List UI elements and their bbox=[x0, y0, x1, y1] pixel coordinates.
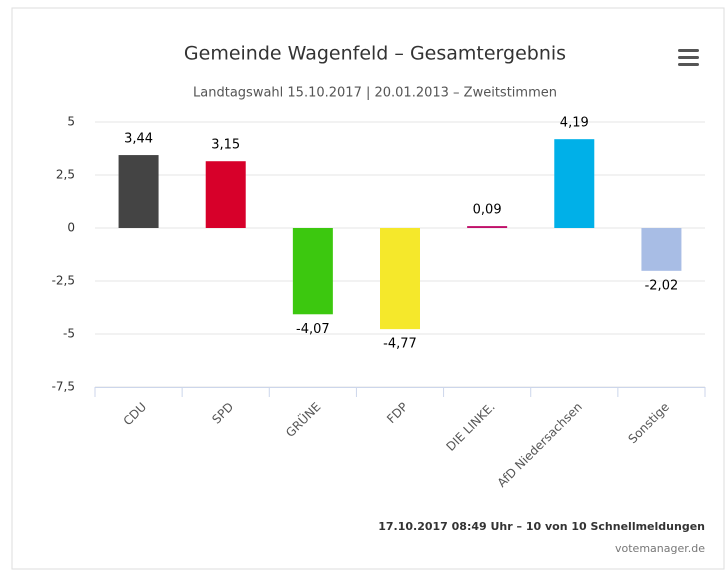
data-label: 0,09 bbox=[473, 203, 502, 218]
y-tick-label: -5 bbox=[63, 327, 75, 341]
data-label: 3,44 bbox=[124, 132, 153, 147]
footnote: 17.10.2017 08:49 Uhr – 10 von 10 Schnell… bbox=[378, 520, 705, 533]
data-label: -4,77 bbox=[383, 337, 417, 352]
bar bbox=[554, 139, 595, 228]
bar bbox=[118, 155, 159, 228]
data-label: 3,15 bbox=[211, 138, 240, 153]
y-tick-label: 5 bbox=[67, 115, 75, 129]
bar bbox=[205, 161, 246, 228]
data-label: -4,07 bbox=[296, 322, 330, 337]
y-tick-label: 0 bbox=[67, 221, 75, 235]
bar bbox=[380, 228, 420, 330]
bar bbox=[292, 228, 333, 315]
y-tick-label: -7,5 bbox=[52, 380, 75, 394]
credits[interactable]: votemanager.de bbox=[615, 542, 705, 555]
menu-button[interactable] bbox=[678, 49, 699, 66]
chart-title: Gemeinde Wagenfeld – Gesamtergebnis bbox=[184, 43, 566, 65]
bar bbox=[641, 228, 682, 271]
chart-subtitle: Landtagswahl 15.10.2017 | 20.01.2013 – Z… bbox=[193, 86, 557, 101]
y-tick-label: -2,5 bbox=[52, 274, 75, 288]
data-label: 4,19 bbox=[560, 116, 589, 131]
data-label: -2,02 bbox=[645, 278, 679, 293]
bar bbox=[467, 226, 508, 228]
card bbox=[11, 7, 725, 570]
y-tick-label: 2,5 bbox=[56, 168, 75, 182]
